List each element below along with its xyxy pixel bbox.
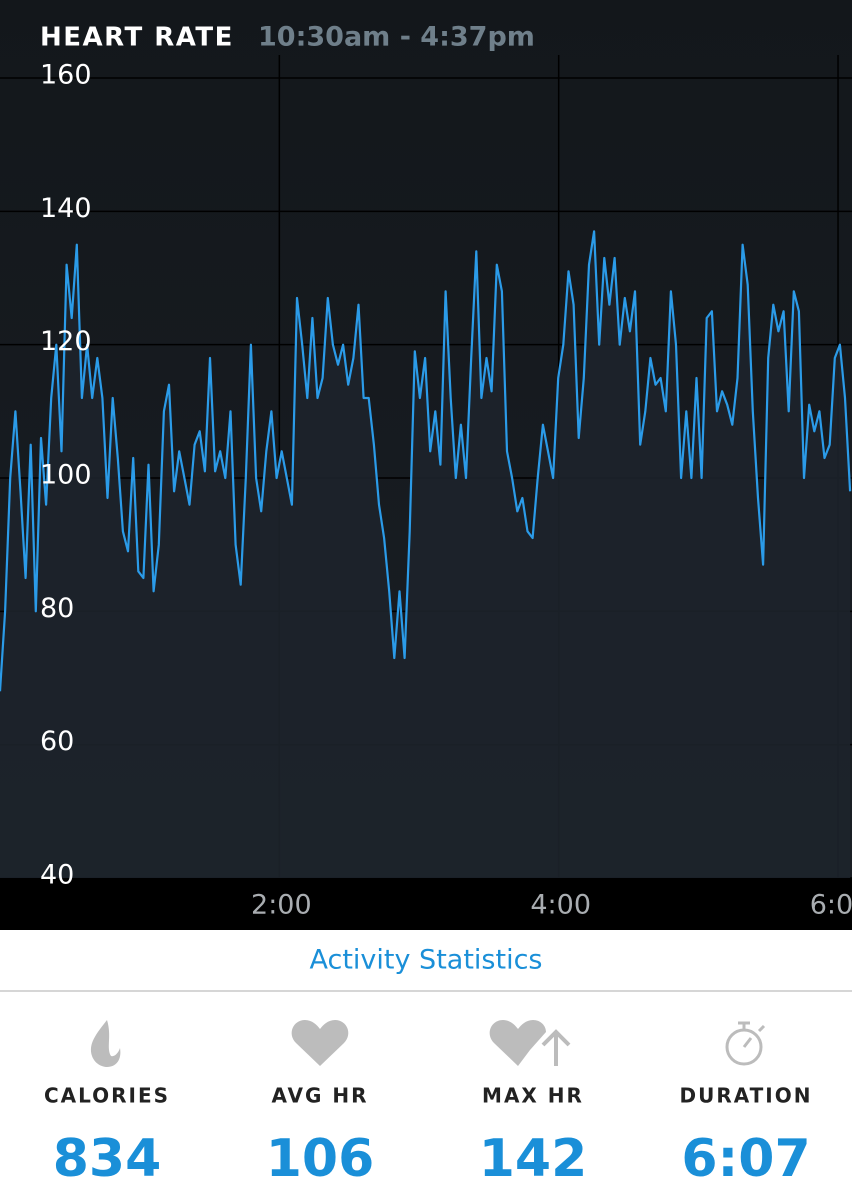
stat-value: 142 (479, 1129, 588, 1189)
calories-icon (90, 1020, 121, 1067)
x-tick-label: 2:00 (251, 890, 312, 921)
y-tick-label: 80 (40, 593, 74, 624)
duration-icon (725, 1021, 766, 1066)
y-tick-label: 160 (40, 60, 92, 91)
stats-panel (0, 930, 852, 1200)
y-tick-label: 120 (40, 326, 92, 357)
stat-value: 834 (53, 1129, 162, 1189)
stats-row: CALORIES 834 AVG HR 106 MAX HR 142 DURATION 6:0… (44, 1084, 813, 1190)
stat-label: DURATION (680, 1084, 813, 1108)
stat-label: CALORIES (44, 1084, 170, 1108)
max-hr-icon (489, 1020, 546, 1066)
y-tick-label: 140 (40, 193, 92, 224)
y-tick-label: 40 (40, 860, 74, 891)
heart-rate-line (0, 230, 852, 692)
stat-label: MAX HR (482, 1084, 584, 1108)
x-tick-label: 4:00 (530, 890, 591, 921)
time-range: 10:30am - 4:37pm (258, 22, 535, 53)
avg-hr-icon (291, 1020, 349, 1066)
stats-title[interactable]: Activity Statistics (310, 945, 543, 976)
max-hr-arrow (541, 1029, 571, 1066)
stat-value: 6:07 (681, 1129, 810, 1189)
chart-title: HEART RATE (40, 23, 234, 53)
plot: 2:00 4:00 6:00 40 60 80 100 120 140 160 (0, 55, 852, 921)
y-tick-label: 60 (40, 726, 74, 757)
stat-value: 106 (266, 1129, 375, 1189)
x-tick-label: 6:00 (810, 890, 852, 921)
y-tick-label: 100 (40, 460, 92, 491)
stat-label: AVG HR (271, 1084, 368, 1108)
x-axis-band (0, 878, 852, 930)
plot-area (0, 230, 852, 878)
